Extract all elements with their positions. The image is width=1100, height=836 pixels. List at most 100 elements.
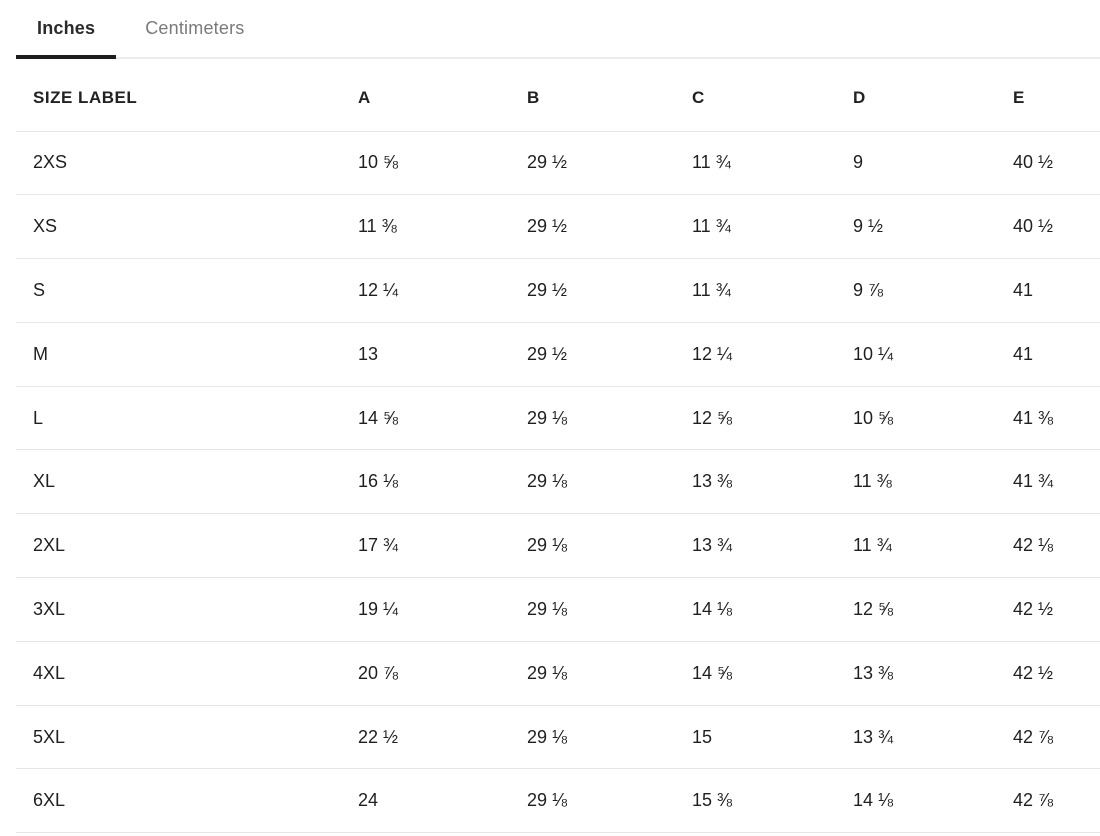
value-cell-e: 41 bbox=[1013, 258, 1100, 323]
fraction: ½ bbox=[1038, 598, 1054, 619]
fraction: ½ bbox=[552, 152, 568, 173]
fraction: ½ bbox=[868, 216, 884, 237]
fraction: ⅜ bbox=[717, 790, 733, 811]
value-cell-d: 14 ⅛ bbox=[853, 768, 1013, 834]
fraction: ⅜ bbox=[878, 662, 894, 683]
value-cell-b: 29 ½ bbox=[527, 130, 692, 195]
tab-centimeters[interactable]: Centimeters bbox=[124, 0, 265, 57]
fraction: ⅜ bbox=[717, 471, 733, 492]
value-cell-d: 9 ½ bbox=[853, 194, 1013, 259]
value-cell-b: 29 ⅛ bbox=[527, 577, 692, 642]
value-cell-c: 14 ⅛ bbox=[692, 577, 853, 642]
fraction: ¾ bbox=[383, 535, 399, 556]
fraction: ⅝ bbox=[717, 407, 733, 428]
value-cell-e: 42 ⅞ bbox=[1013, 704, 1100, 769]
fraction: ¾ bbox=[715, 279, 731, 300]
size-label-cell: 2XL bbox=[16, 513, 358, 578]
fraction: ⅝ bbox=[383, 152, 399, 173]
value-cell-a: 11 ⅜ bbox=[358, 194, 527, 259]
value-cell-c: 11 ¾ bbox=[692, 130, 853, 195]
fraction: ⅛ bbox=[552, 726, 568, 747]
fraction: ¼ bbox=[878, 343, 894, 364]
fraction: ½ bbox=[1038, 662, 1054, 683]
table-row: 5XL 22 ½ 29 ⅛ 15 13 ¾ 42 ⅞ bbox=[16, 704, 1100, 769]
fraction: ⅛ bbox=[1038, 535, 1054, 556]
column-header-a: A bbox=[358, 87, 371, 107]
table-row: 3XL 19 ¼ 29 ⅛ 14 ⅛ 12 ⅝ 42 ½ bbox=[16, 577, 1100, 642]
size-label-cell: S bbox=[16, 258, 358, 323]
value-cell-e: 42 ½ bbox=[1013, 640, 1100, 706]
value-cell-a: 17 ¾ bbox=[358, 513, 527, 578]
fraction: ⅝ bbox=[878, 598, 894, 619]
fraction: ⅛ bbox=[552, 598, 568, 619]
size-label-cell: XL bbox=[16, 449, 358, 514]
fraction: ¼ bbox=[383, 279, 399, 300]
value-cell-d: 9 ⅞ bbox=[853, 258, 1013, 323]
fraction: ⅝ bbox=[878, 407, 894, 428]
value-cell-c: 13 ⅜ bbox=[692, 449, 853, 514]
value-cell-a: 12 ¼ bbox=[358, 258, 527, 323]
table-row: 2XL 17 ¾ 29 ⅛ 13 ¾ 11 ¾ 42 ⅛ bbox=[16, 513, 1100, 578]
value-cell-b: 29 ⅛ bbox=[527, 513, 692, 578]
value-cell-e: 42 ⅛ bbox=[1013, 513, 1100, 578]
fraction: ⅛ bbox=[878, 790, 894, 811]
fraction: ¼ bbox=[383, 598, 399, 619]
value-cell-c: 14 ⅝ bbox=[692, 640, 853, 706]
fraction: ½ bbox=[552, 279, 568, 300]
value-cell-e: 41 ¾ bbox=[1013, 449, 1100, 514]
value-cell-a: 19 ¼ bbox=[358, 577, 527, 642]
value-cell-a: 16 ⅛ bbox=[358, 449, 527, 514]
value-cell-e: 41 bbox=[1013, 321, 1100, 387]
value-cell-a: 10 ⅝ bbox=[358, 130, 527, 195]
fraction: ⅛ bbox=[552, 535, 568, 556]
table-row: M 13 29 ½ 12 ¼ 10 ¼ 41 bbox=[16, 321, 1100, 387]
table-row: 2XS 10 ⅝ 29 ½ 11 ¾ 9 40 ½ bbox=[16, 130, 1100, 195]
fraction: ⅝ bbox=[717, 662, 733, 683]
fraction: ⅞ bbox=[868, 279, 884, 300]
value-cell-b: 29 ½ bbox=[527, 258, 692, 323]
column-header-c: C bbox=[692, 87, 705, 107]
fraction: ⅜ bbox=[381, 216, 397, 237]
fraction: ¼ bbox=[717, 343, 733, 364]
size-label-cell: 4XL bbox=[16, 640, 358, 706]
column-header-d: D bbox=[853, 87, 866, 107]
value-cell-c: 15 bbox=[692, 704, 853, 769]
fraction: ½ bbox=[1038, 152, 1054, 173]
size-table: SIZE LABEL A B C D E 2XS 10 ⅝ 29 ½ 11 ¾ 9 40 … bbox=[16, 59, 1100, 834]
fraction: ½ bbox=[1038, 216, 1054, 237]
fraction: ⅞ bbox=[383, 662, 399, 683]
fraction: ⅛ bbox=[552, 407, 568, 428]
fraction: ⅛ bbox=[552, 662, 568, 683]
tab-inches[interactable]: Inches bbox=[16, 0, 117, 59]
fraction: ⅛ bbox=[383, 471, 399, 492]
value-cell-c: 13 ¾ bbox=[692, 513, 853, 578]
value-cell-e: 41 ⅜ bbox=[1013, 385, 1100, 450]
fraction: ⅛ bbox=[717, 598, 733, 619]
value-cell-e: 40 ½ bbox=[1013, 130, 1100, 195]
size-label-cell: 3XL bbox=[16, 577, 358, 642]
value-cell-d: 10 ⅝ bbox=[853, 385, 1013, 450]
value-cell-a: 14 ⅝ bbox=[358, 385, 527, 450]
value-cell-d: 13 ¾ bbox=[853, 704, 1013, 769]
value-cell-b: 29 ½ bbox=[527, 194, 692, 259]
column-header-b: B bbox=[527, 87, 540, 107]
value-cell-d: 11 ¾ bbox=[853, 513, 1013, 578]
fraction: ¾ bbox=[717, 535, 733, 556]
value-cell-a: 20 ⅞ bbox=[358, 640, 527, 706]
fraction: ¾ bbox=[1038, 471, 1054, 492]
table-row: XL 16 ⅛ 29 ⅛ 13 ⅜ 11 ⅜ 41 ¾ bbox=[16, 449, 1100, 514]
value-cell-c: 15 ⅜ bbox=[692, 768, 853, 834]
value-cell-d: 13 ⅜ bbox=[853, 640, 1013, 706]
value-cell-a: 22 ½ bbox=[358, 704, 527, 769]
size-label-cell: 5XL bbox=[16, 704, 358, 769]
fraction: ⅜ bbox=[876, 471, 892, 492]
fraction: ¾ bbox=[876, 535, 892, 556]
value-cell-b: 29 ½ bbox=[527, 321, 692, 387]
column-header-size-label: SIZE LABEL bbox=[33, 87, 138, 107]
fraction: ⅝ bbox=[383, 407, 399, 428]
fraction: ½ bbox=[552, 216, 568, 237]
value-cell-c: 12 ¼ bbox=[692, 321, 853, 387]
value-cell-a: 13 bbox=[358, 321, 527, 387]
